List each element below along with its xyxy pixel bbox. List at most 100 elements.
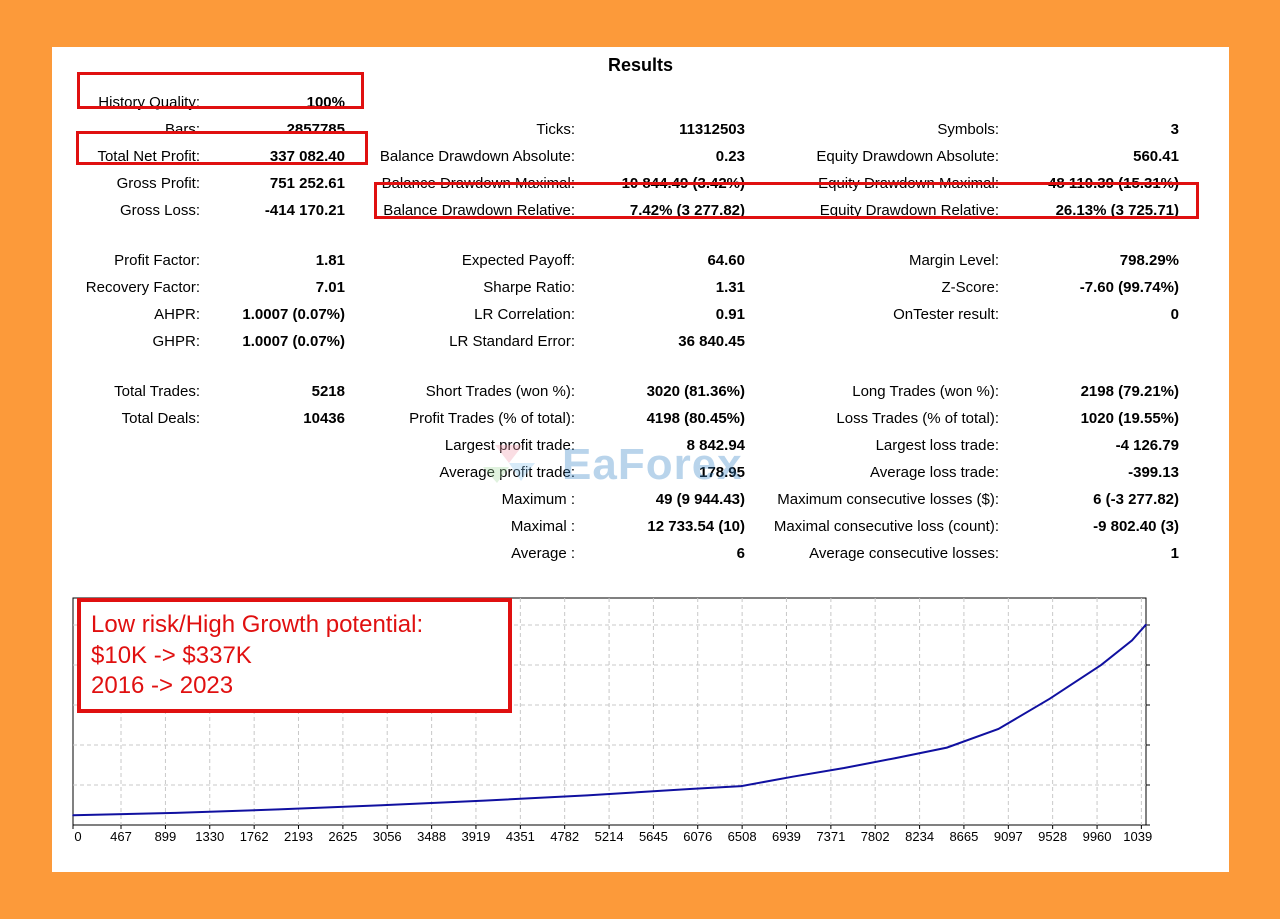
x-tick-label: 899: [155, 829, 177, 844]
stat-label: Long Trades (won %):: [852, 383, 999, 400]
x-tick-label: 1762: [240, 829, 269, 844]
stat-label: Average loss trade:: [870, 464, 999, 481]
stat-label: Sharpe Ratio:: [483, 279, 575, 296]
annotation-line-1: Low risk/High Growth potential:: [91, 611, 424, 638]
stat-value: -7.60 (99.74%): [1079, 279, 1179, 296]
balance-point: [894, 757, 897, 759]
stat-value: 0: [1170, 306, 1179, 323]
stat-label: Z-Score:: [941, 279, 999, 296]
x-tick-label: 4782: [550, 829, 579, 844]
x-tick-label: 467: [110, 829, 132, 844]
stat-label: Profit Trades (% of total):: [409, 410, 575, 427]
stat-label: Loss Trades (% of total):: [836, 410, 999, 427]
stat-label: Total Trades:: [114, 383, 200, 400]
stat-label: Gross Loss:: [119, 202, 200, 219]
x-tick-label: 2193: [284, 829, 313, 844]
eaforex-watermark: EaForex: [475, 437, 835, 489]
balance-point: [277, 808, 280, 811]
stat-value: 8 842.94: [686, 437, 745, 454]
x-tick-label: 3056: [373, 829, 402, 844]
balance-point: [791, 775, 794, 778]
stat-label: Largest profit trade:: [444, 437, 575, 454]
highlight-history-quality: [77, 72, 364, 109]
stat-value: 4198 (80.45%): [646, 410, 745, 427]
stat-label: Balance Drawdown Absolute:: [379, 148, 575, 165]
x-tick-label: 1330: [195, 829, 224, 844]
stat-label: Total Net Profit:: [97, 148, 200, 165]
stat-label: Recovery Factor:: [85, 279, 200, 296]
balance-point: [1100, 664, 1102, 666]
stat-label: Maximal :: [510, 518, 575, 535]
highlight-drawdown-relative: [374, 182, 1199, 219]
balance-point: [380, 804, 383, 807]
stat-label: Average profit trade:: [439, 464, 575, 481]
page-title: Results: [607, 55, 674, 75]
stat-value: 3: [1170, 121, 1179, 138]
stat-value: 26.13% (3 725.71): [1055, 202, 1179, 219]
stat-value: 2198 (79.21%): [1080, 383, 1179, 400]
x-tick-label: 3919: [461, 829, 490, 844]
balance-point: [175, 812, 177, 814]
x-tick-label: 3488: [417, 829, 446, 844]
x-tick-label: 8234: [905, 829, 934, 844]
stat-label: GHPR:: [152, 333, 200, 350]
x-tick-label: 4351: [506, 829, 535, 844]
stat-value: 49 (9 944.43): [655, 491, 745, 508]
stat-label: Balance Drawdown Relative:: [383, 202, 575, 219]
highlight-total-net-profit: [76, 131, 368, 165]
stat-value: 36 840.45: [678, 333, 745, 350]
balance-point: [997, 728, 1000, 730]
balance-point: [1131, 639, 1133, 642]
stat-label: Maximal consecutive loss (count):: [773, 518, 999, 535]
stat-label: Margin Level:: [908, 252, 999, 269]
stat-value: 7.42% (3 277.82): [629, 202, 745, 219]
stat-value: 7.01: [315, 279, 345, 296]
stat-label: LR Correlation:: [474, 306, 575, 323]
stat-label: Equity Drawdown Absolute:: [816, 148, 999, 165]
stat-label: Short Trades (won %):: [425, 383, 575, 400]
stat-label: AHPR:: [154, 306, 200, 323]
stat-value: -399.13: [1128, 464, 1179, 481]
stat-value: 5218: [311, 383, 345, 400]
x-tick-label: 8665: [949, 829, 978, 844]
annotation-line-3: 2016 -> 2023: [91, 672, 234, 699]
stat-value: 560.41: [1133, 148, 1179, 165]
stat-value: 64.60: [707, 252, 745, 269]
stat-value: 798.29%: [1119, 252, 1179, 269]
annotation-box: Low risk/High Growth potential: $10K -> …: [77, 598, 512, 713]
x-tick-label: 6508: [728, 829, 757, 844]
stat-value: 1.0007 (0.07%): [242, 333, 345, 350]
balance-point: [946, 746, 948, 749]
balance-point: [1048, 697, 1051, 700]
stat-value: 751 252.61: [269, 175, 345, 192]
stat-value: 0.91: [715, 306, 745, 323]
stat-label: Average :: [511, 545, 575, 562]
stat-value: 6: [736, 545, 745, 562]
x-tick-label: 9528: [1038, 829, 1067, 844]
x-tick-label: 0: [74, 829, 81, 844]
x-tick-label: 6939: [772, 829, 801, 844]
x-tick-label: 10391: [1123, 829, 1152, 844]
stat-value: 1.0007 (0.07%): [242, 306, 345, 323]
x-tick-label: 5214: [595, 829, 624, 844]
stat-value: 337 082.40: [269, 148, 345, 165]
balance-point: [1145, 623, 1147, 626]
stat-value: 6 (-3 277.82): [1093, 491, 1179, 508]
x-tick-label: 2625: [328, 829, 357, 844]
stat-label: Maximum consecutive losses ($):: [777, 491, 999, 508]
annotation-line-2: $10K -> $337K: [91, 642, 252, 669]
stat-value: -414 170.21: [264, 202, 345, 219]
stat-label: Gross Profit:: [116, 175, 200, 192]
x-tick-label: 9960: [1083, 829, 1112, 844]
stat-label: Profit Factor:: [114, 252, 200, 269]
stat-value: -4 126.79: [1115, 437, 1179, 454]
results-panel: Results History Quality: 100% Bars: 2857785…: [52, 47, 1229, 872]
x-tick-label: 7371: [816, 829, 845, 844]
stat-value: 1.31: [715, 279, 745, 296]
stat-label: Expected Payoff:: [461, 252, 575, 269]
watermark-text: EaForex: [562, 440, 743, 489]
balance-point: [689, 788, 691, 790]
stat-value: 12 733.54 (10): [647, 518, 745, 535]
stat-label: OnTester result:: [893, 306, 999, 323]
eaforex-logo-icon: [483, 445, 535, 483]
